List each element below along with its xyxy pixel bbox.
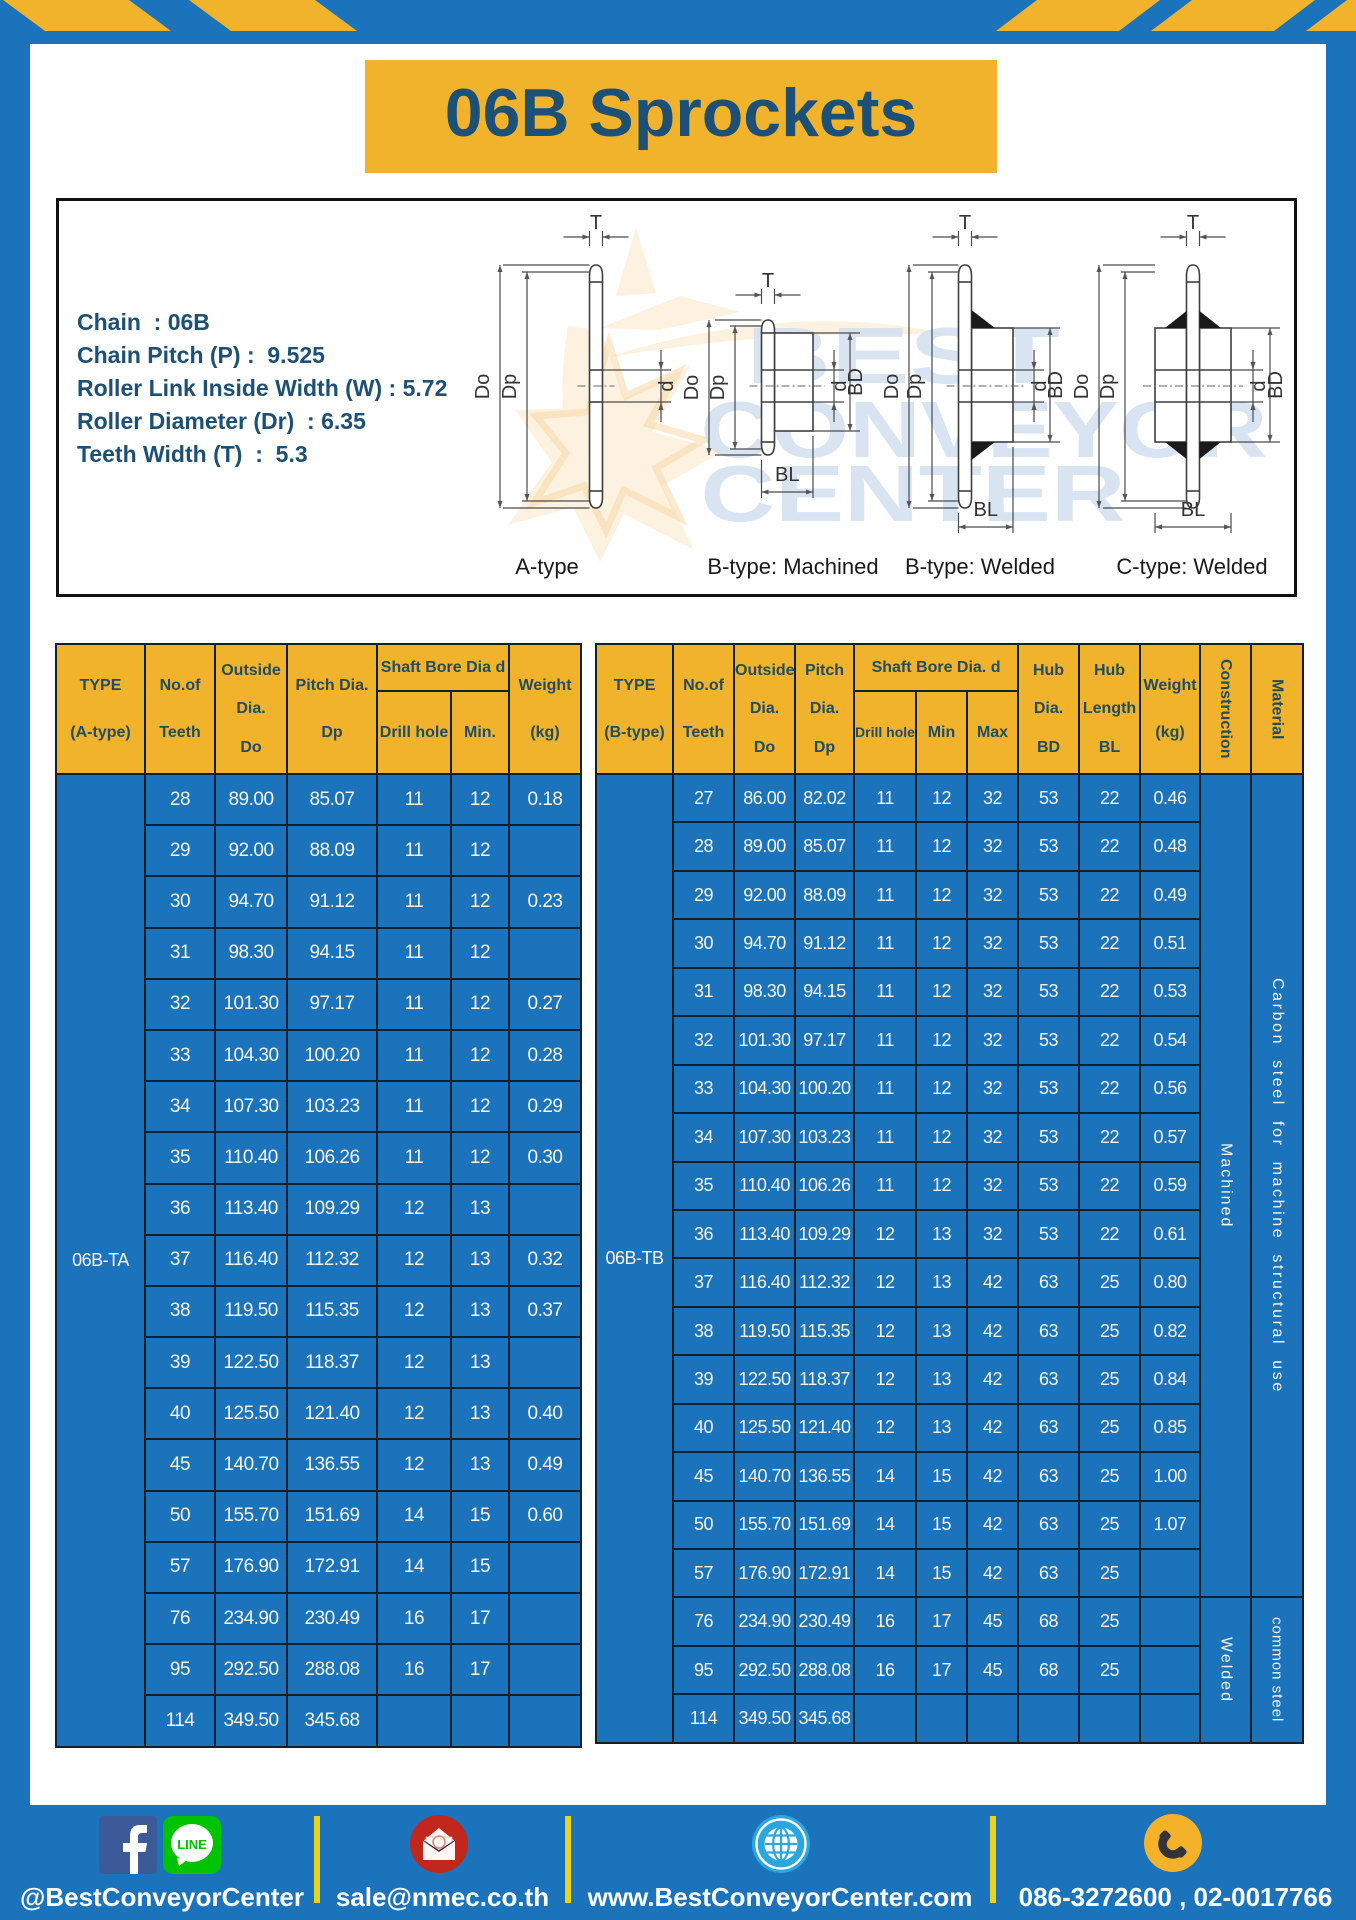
svg-text:Do: Do: [1071, 374, 1093, 400]
svg-text:d: d: [1248, 380, 1270, 391]
svg-text:BD: BD: [845, 368, 867, 396]
svg-text:BD: BD: [1045, 371, 1067, 399]
svg-text:Do: Do: [881, 374, 903, 400]
svg-text:Dp: Dp: [1097, 374, 1119, 400]
svg-text:T: T: [1187, 212, 1199, 234]
svg-text:Do: Do: [472, 374, 494, 400]
svg-text:d: d: [1029, 380, 1051, 391]
svg-text:Dp: Dp: [707, 375, 729, 401]
svg-text:d: d: [656, 380, 678, 391]
svg-text:Do: Do: [681, 375, 703, 401]
svg-text:A-type: A-type: [515, 554, 579, 579]
svg-text:BD: BD: [1265, 371, 1287, 399]
svg-text:CENTER: CENTER: [701, 449, 1126, 538]
svg-text:BL: BL: [1181, 499, 1205, 521]
svg-text:BL: BL: [775, 464, 799, 486]
svg-text:T: T: [959, 212, 971, 234]
svg-text:C-type: Welded: C-type: Welded: [1116, 554, 1267, 579]
svg-text:LINE: LINE: [177, 1837, 207, 1852]
svg-text:B-type: Welded: B-type: Welded: [905, 554, 1055, 579]
svg-text:Dp: Dp: [499, 374, 521, 400]
svg-text:T: T: [590, 212, 602, 234]
svg-text:Dp: Dp: [904, 374, 926, 400]
svg-text:T: T: [762, 270, 774, 292]
svg-text:d: d: [829, 380, 851, 391]
svg-text:B-type: Machined: B-type: Machined: [707, 554, 878, 579]
svg-text:BL: BL: [974, 499, 998, 521]
